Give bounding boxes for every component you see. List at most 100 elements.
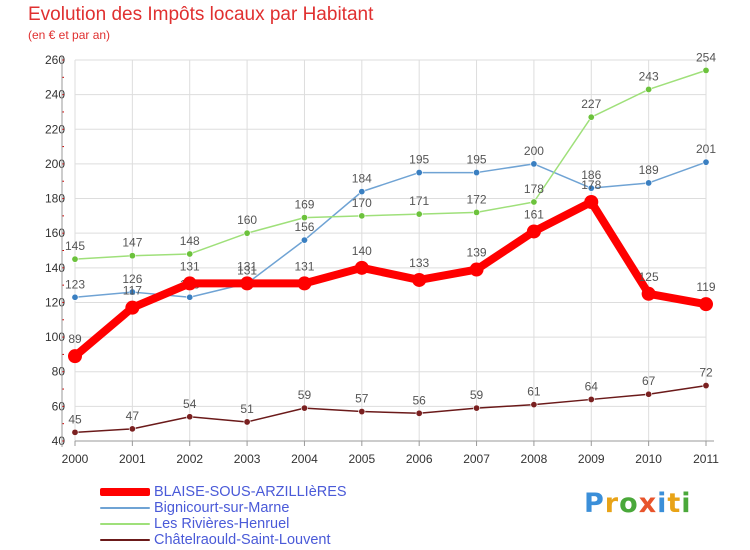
data-label: 47 bbox=[126, 409, 140, 423]
brand-letter: P bbox=[584, 488, 605, 519]
data-label: 160 bbox=[237, 213, 257, 227]
data-label: 67 bbox=[642, 374, 656, 388]
y-tick-label: 200 bbox=[45, 157, 65, 171]
legend-swatch bbox=[100, 539, 150, 541]
data-point bbox=[415, 409, 423, 417]
brand-letter: r bbox=[604, 488, 620, 519]
data-point bbox=[240, 276, 255, 291]
data-point bbox=[358, 408, 366, 416]
x-tick-label: 2008 bbox=[521, 452, 548, 466]
data-label: 89 bbox=[68, 332, 82, 346]
data-point bbox=[699, 297, 713, 312]
data-label: 184 bbox=[352, 172, 372, 186]
x-tick-label: 2002 bbox=[176, 452, 203, 466]
data-point bbox=[300, 404, 308, 412]
data-point bbox=[469, 262, 484, 277]
data-label: 178 bbox=[524, 182, 544, 196]
data-label: 172 bbox=[467, 192, 487, 206]
data-point bbox=[645, 85, 653, 93]
brand-letter: i bbox=[681, 488, 692, 519]
data-point bbox=[473, 404, 481, 412]
data-point bbox=[702, 66, 710, 74]
data-label: 51 bbox=[240, 402, 254, 416]
data-point bbox=[530, 401, 538, 409]
chart-subtitle: (en € et par an) bbox=[28, 28, 111, 42]
legend-label: Les Rivières-Henruel bbox=[154, 516, 290, 532]
data-point bbox=[71, 293, 79, 301]
data-label: 161 bbox=[524, 207, 544, 221]
data-label: 139 bbox=[467, 246, 487, 260]
data-label: 117 bbox=[123, 284, 142, 298]
data-label: 195 bbox=[409, 153, 429, 167]
data-label: 145 bbox=[65, 239, 85, 253]
legend-label: BLAISE-SOUS-ARZILLIèRES bbox=[154, 484, 347, 500]
x-tick-label: 2007 bbox=[463, 452, 490, 466]
data-label: 171 bbox=[409, 194, 429, 208]
series-Châtelraould-Saint-Louvent: 45 47 54 51 59 57 56 59 61 64 67 72 bbox=[68, 366, 713, 436]
chart-title: Evolution des Impôts locaux par Habitant bbox=[28, 4, 374, 25]
data-label: 59 bbox=[298, 388, 312, 402]
data-point bbox=[186, 293, 194, 301]
data-label: 186 bbox=[581, 168, 601, 182]
data-label: 133 bbox=[409, 256, 429, 270]
data-point bbox=[186, 250, 194, 258]
data-point bbox=[473, 208, 481, 216]
brand-letter: t bbox=[667, 488, 682, 519]
y-tick-label: 260 bbox=[45, 53, 65, 67]
data-label: 201 bbox=[696, 142, 716, 156]
y-tick-label: 160 bbox=[45, 226, 65, 240]
data-label: 119 bbox=[696, 280, 715, 294]
y-tick-label: 180 bbox=[45, 192, 65, 206]
data-label: 64 bbox=[585, 379, 599, 393]
data-point bbox=[71, 428, 79, 436]
data-point bbox=[645, 179, 653, 187]
data-label: 189 bbox=[639, 163, 659, 177]
data-label: 126 bbox=[122, 272, 142, 286]
data-label: 131 bbox=[294, 259, 314, 273]
legend-label: Bignicourt-sur-Marne bbox=[154, 500, 290, 516]
data-point bbox=[71, 255, 79, 263]
data-point bbox=[702, 158, 710, 166]
data-point bbox=[182, 276, 197, 291]
data-point bbox=[125, 300, 140, 315]
data-point bbox=[526, 224, 541, 239]
x-tick-label: 2004 bbox=[291, 452, 318, 466]
data-point bbox=[584, 195, 599, 210]
data-label: 254 bbox=[696, 50, 716, 64]
data-label: 178 bbox=[581, 178, 601, 192]
data-label: 227 bbox=[581, 97, 601, 111]
data-point bbox=[415, 169, 423, 177]
data-point bbox=[641, 286, 656, 301]
legend-label: Châtelraould-Saint-Louvent bbox=[154, 532, 331, 548]
series-Les Rivières-Henruel: 145 147 148 160 169 170 171 172 178 227 243 254 bbox=[65, 50, 716, 263]
brand-letter: o bbox=[619, 488, 639, 519]
brand-letter: i bbox=[657, 488, 668, 519]
series-line bbox=[74, 384, 707, 434]
legend-swatch bbox=[100, 523, 150, 525]
data-point bbox=[186, 413, 194, 421]
data-point bbox=[297, 276, 312, 291]
data-label: 61 bbox=[527, 385, 541, 399]
y-tick-label: 240 bbox=[45, 88, 65, 102]
data-point bbox=[128, 288, 136, 296]
y-tick-label: 100 bbox=[45, 330, 65, 344]
data-label: 156 bbox=[294, 220, 314, 234]
data-point bbox=[243, 418, 251, 426]
data-label: 72 bbox=[699, 366, 713, 380]
data-label: 56 bbox=[413, 393, 427, 407]
x-tick-label: 2000 bbox=[62, 452, 89, 466]
y-tick-label: 140 bbox=[45, 261, 65, 275]
brand-logo: Proxiti bbox=[584, 488, 692, 519]
data-point bbox=[587, 184, 595, 192]
data-point bbox=[473, 169, 481, 177]
data-point bbox=[645, 390, 653, 398]
x-tick-label: 2005 bbox=[348, 452, 375, 466]
x-tick-label: 2001 bbox=[119, 452, 146, 466]
data-point bbox=[412, 272, 427, 287]
data-label: 125 bbox=[639, 270, 659, 284]
data-label: 169 bbox=[294, 198, 314, 212]
x-tick-label: 2003 bbox=[234, 452, 261, 466]
data-point bbox=[300, 236, 308, 244]
data-label: 131 bbox=[237, 263, 257, 277]
brand-letter: x bbox=[638, 488, 658, 519]
